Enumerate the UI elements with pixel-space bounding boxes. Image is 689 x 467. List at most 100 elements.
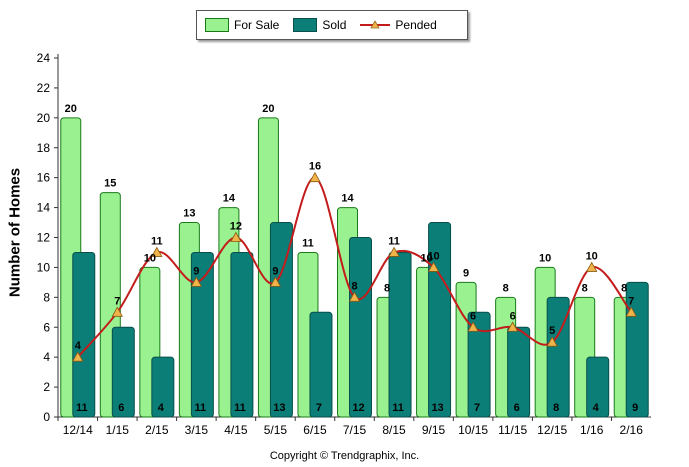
sold-bar (388, 251, 412, 418)
pended-data-label: 10 (427, 250, 439, 262)
pended-data-label: 6 (510, 310, 516, 322)
y-tick-label: 22 (37, 81, 51, 95)
x-tick-label: 1/15 (106, 423, 130, 437)
y-tick-label: 8 (43, 290, 50, 304)
for-sale-data-label: 10 (144, 252, 156, 264)
sold-data-label: 7 (474, 402, 480, 414)
for-sale-data-label: 8 (582, 282, 588, 294)
sold-bar (309, 311, 333, 418)
for-sale-data-label: 20 (65, 103, 77, 115)
x-tick-label: 10/15 (458, 423, 488, 437)
pended-data-label: 16 (309, 161, 321, 173)
for-sale-swatch (205, 18, 229, 32)
pended-data-label: 9 (272, 265, 278, 277)
legend-item-for-sale: For Sale (205, 18, 279, 32)
pended-point (586, 261, 598, 272)
pended-data-label: 4 (75, 340, 82, 352)
y-tick-label: 16 (37, 171, 51, 185)
y-tick-label: 20 (37, 111, 51, 125)
sold-bar (349, 237, 372, 418)
pended-line (77, 176, 633, 358)
sold-bar (111, 326, 135, 418)
for-sale-data-label: 15 (104, 178, 116, 190)
pended-data-label: 7 (114, 295, 120, 307)
y-tick-label: 24 (37, 51, 51, 65)
sold-bar (230, 251, 254, 418)
y-tick-label: 12 (37, 231, 51, 245)
sold-bar (72, 251, 96, 418)
y-tick-label: 10 (37, 260, 51, 274)
pended-point (348, 291, 361, 302)
pended-point (546, 336, 558, 347)
sold-data-label: 9 (632, 402, 638, 414)
pended-data-label: 6 (470, 310, 476, 322)
pended-data-label: 11 (388, 235, 400, 247)
x-tick-label: 5/15 (264, 423, 288, 437)
legend-label-sold: Sold (322, 18, 347, 32)
for-sale-data-label: 11 (302, 237, 314, 249)
sold-data-label: 13 (273, 402, 285, 414)
y-tick-label: 4 (43, 350, 50, 364)
x-tick-label: 7/15 (343, 423, 367, 437)
sold-data-label: 8 (553, 402, 559, 414)
sold-data-label: 6 (118, 402, 124, 414)
pended-point (309, 171, 321, 183)
pended-point (625, 306, 637, 317)
sold-swatch (293, 18, 318, 32)
pended-data-label: 5 (549, 325, 555, 337)
x-tick-label: 11/15 (498, 423, 527, 437)
for-sale-data-label: 9 (463, 267, 469, 279)
x-tick-label: 3/15 (185, 423, 209, 437)
x-tick-label: 1/16 (580, 423, 604, 437)
sold-data-label: 11 (392, 402, 404, 414)
for-sale-data-label: 10 (420, 252, 432, 264)
sold-bar (269, 222, 293, 418)
y-tick-label: 18 (37, 141, 51, 155)
x-tick-label: 4/15 (224, 423, 248, 437)
pended-data-label: 12 (230, 221, 242, 233)
x-tick-label: 12/15 (537, 423, 567, 437)
x-tick-label: 12/14 (63, 423, 93, 437)
pended-data-label: 10 (586, 250, 598, 262)
pended-point (151, 246, 163, 257)
pended-point (506, 321, 519, 332)
sold-bar (467, 311, 491, 418)
pended-point (467, 321, 479, 332)
for-sale-data-label: 14 (341, 193, 354, 205)
sold-data-label: 6 (514, 402, 520, 414)
legend-label-pended: Pended (395, 18, 437, 32)
for-sale-data-label: 20 (262, 103, 274, 115)
sold-bar (546, 296, 570, 418)
pended-point (111, 306, 123, 317)
sold-data-label: 4 (158, 402, 165, 414)
y-tick-label: 14 (37, 201, 51, 215)
legend: For Sale Sold Pended (196, 10, 468, 40)
for-sale-data-label: 10 (539, 252, 551, 264)
sold-bar (151, 356, 175, 418)
pended-data-label: 7 (628, 295, 634, 307)
legend-item-sold: Sold (293, 18, 346, 32)
copyright-text: Copyright © Trendgraphix, Inc. (269, 450, 420, 462)
for-sale-data-label: 8 (621, 282, 627, 294)
for-sale-data-label: 14 (223, 193, 236, 205)
sold-data-label: 12 (352, 402, 364, 414)
sold-data-label: 11 (76, 402, 88, 414)
pended-point (190, 276, 203, 287)
pended-point (388, 246, 400, 257)
pended-point (230, 231, 242, 242)
for-sale-data-label: 13 (183, 208, 195, 220)
pended-data-label: 11 (151, 235, 163, 247)
x-tick-label: 2/15 (145, 423, 169, 437)
pended-data-label: 8 (351, 280, 357, 292)
sold-data-label: 7 (316, 402, 322, 414)
sold-bar (586, 356, 610, 418)
legend-label-for-sale: For Sale (234, 18, 280, 32)
legend-item-pended: Pended (360, 18, 437, 32)
pended-point (72, 351, 84, 362)
y-tick-label: 0 (43, 410, 50, 424)
y-tick-label: 6 (43, 320, 50, 334)
sold-data-label: 4 (593, 402, 600, 414)
for-sale-data-label: 8 (384, 282, 390, 294)
